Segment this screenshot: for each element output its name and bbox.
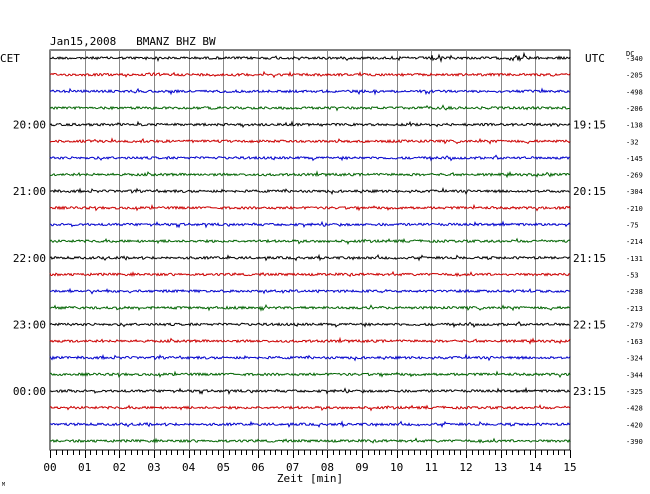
dc-value: -340 — [626, 55, 643, 63]
trace-4 — [49, 120, 571, 129]
x-tick-label: 07 — [286, 461, 299, 474]
trace-13 — [49, 270, 571, 278]
trace-1 — [49, 70, 571, 79]
seismic-traces — [49, 51, 571, 444]
x-tick-label: 08 — [321, 461, 334, 474]
trace-23 — [49, 437, 571, 444]
trace-6 — [49, 154, 571, 162]
x-tick-label: 11 — [425, 461, 438, 474]
dc-value: -498 — [626, 88, 643, 96]
dc-value: -304 — [626, 188, 643, 196]
dc-value: -279 — [626, 321, 643, 329]
trace-5 — [49, 137, 571, 145]
trace-0 — [49, 51, 571, 63]
x-tick-label: 00 — [43, 461, 56, 474]
trace-8 — [49, 186, 571, 195]
x-tick-label: 03 — [147, 461, 160, 474]
dc-value: -205 — [626, 72, 643, 80]
dc-value: -138 — [626, 122, 643, 130]
chart-title: Jan15,2008 BMANZ BHZ BW — [50, 35, 216, 48]
trace-14 — [49, 287, 571, 295]
trace-17 — [49, 336, 571, 345]
x-axis-label: Zeit [min] — [277, 472, 343, 485]
x-tick-label: 12 — [459, 461, 472, 474]
dc-value: -53 — [626, 271, 639, 279]
corner-mark: M — [2, 482, 5, 488]
dc-value: -131 — [626, 255, 643, 263]
timezone-left-label: CET — [0, 52, 20, 65]
x-tick-label: 13 — [494, 461, 507, 474]
trace-2 — [49, 87, 571, 96]
dc-value: -206 — [626, 105, 643, 113]
x-tick-label: 06 — [251, 461, 264, 474]
timezone-right-label: UTC — [585, 52, 605, 65]
x-tick-label: 04 — [182, 461, 196, 474]
hour-label-left: 23:00 — [13, 318, 46, 331]
plot-frame — [49, 49, 571, 451]
dc-value: -238 — [626, 288, 643, 296]
trace-3 — [49, 104, 571, 112]
hour-label-right: 21:15 — [573, 252, 606, 265]
trace-9 — [49, 203, 571, 212]
dc-value: -325 — [626, 388, 643, 396]
x-tick-label: 10 — [390, 461, 403, 474]
x-tick-label: 14 — [529, 461, 543, 474]
hour-label-right: 22:15 — [573, 318, 606, 331]
labels: -340 -205 -498 -206 -138 -32 -145 -269 -304 -210 -… — [13, 55, 643, 446]
dc-value: -75 — [626, 222, 639, 230]
x-tick-label: 02 — [113, 461, 126, 474]
grid — [49, 49, 571, 451]
dc-value: -420 — [626, 421, 643, 429]
trace-7 — [49, 170, 571, 179]
dc-value: -145 — [626, 155, 643, 163]
hour-label-right: 23:15 — [573, 385, 606, 398]
dc-header: DC — [626, 50, 634, 58]
dc-value: -214 — [626, 238, 643, 246]
hour-label-right: 20:15 — [573, 185, 606, 198]
trace-10 — [49, 220, 571, 229]
hour-label-left: 20:00 — [13, 119, 46, 132]
trace-16 — [49, 320, 571, 329]
trace-21 — [49, 404, 571, 412]
dc-value: -163 — [626, 338, 643, 346]
x-axis: 00 01 02 03 04 05 06 07 08 09 10 11 12 13 14 15 — [43, 450, 577, 474]
trace-18 — [49, 353, 571, 362]
x-tick-label: 05 — [217, 461, 230, 474]
hour-label-left: 21:00 — [13, 185, 46, 198]
dc-value: -213 — [626, 305, 643, 313]
dc-value: -269 — [626, 172, 643, 180]
dc-value: -344 — [626, 371, 643, 379]
x-tick-label: 15 — [563, 461, 576, 474]
dc-value: -32 — [626, 138, 639, 146]
trace-20 — [49, 386, 571, 395]
hour-label-left: 22:00 — [13, 252, 46, 265]
trace-11 — [49, 237, 571, 245]
trace-15 — [49, 304, 571, 312]
dc-value: -390 — [626, 438, 643, 446]
x-tick-label: 01 — [78, 461, 91, 474]
x-tick-label: 09 — [355, 461, 368, 474]
dc-value: -210 — [626, 205, 643, 213]
dc-value: -428 — [626, 405, 643, 413]
trace-22 — [49, 420, 571, 428]
trace-12 — [49, 253, 571, 262]
trace-19 — [49, 370, 571, 379]
hour-label-left: 00:00 — [13, 385, 46, 398]
hour-label-right: 19:15 — [573, 119, 606, 132]
dc-value: -324 — [626, 355, 643, 363]
